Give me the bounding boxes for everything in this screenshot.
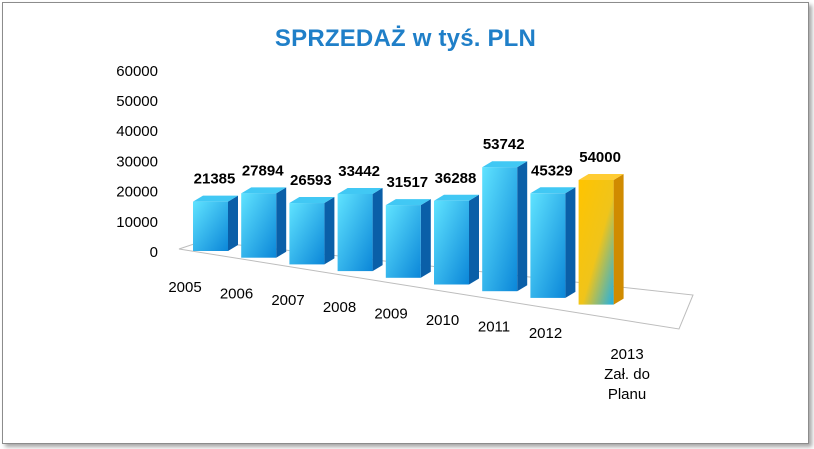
y-tick-label: 20000	[116, 184, 158, 201]
data-label: 54000	[579, 149, 621, 166]
y-tick-label: 0	[150, 244, 158, 261]
bar-front	[289, 203, 325, 265]
chart-frame: SPRZEDAŻ w tyś. PLN 0 10000 20000 30000 4000…	[2, 2, 809, 444]
bar	[241, 187, 287, 258]
bar-side	[372, 187, 383, 272]
category-label: 2012	[529, 325, 562, 342]
bar-front	[482, 167, 518, 292]
category-label: 2008	[323, 299, 356, 316]
bar-side	[613, 174, 624, 305]
bar-side	[276, 187, 287, 258]
bar-side	[517, 161, 528, 292]
bar-front	[337, 193, 373, 272]
bar	[482, 161, 528, 292]
bar-top	[193, 195, 238, 202]
bar-side	[324, 197, 335, 265]
bar	[289, 197, 335, 265]
y-tick-label: 50000	[116, 93, 158, 110]
y-tick-label: 60000	[116, 63, 158, 80]
bar-chart: 0 10000 20000 30000 40000 50000 60000 2005 2006…	[116, 63, 694, 403]
bar-top	[337, 187, 383, 194]
bar-side	[565, 187, 576, 298]
bar-top	[434, 194, 479, 201]
y-axis: 0 10000 20000 30000 40000 50000 60000	[116, 63, 158, 261]
x-axis: 2005 2006 2007 2008 2009 2010 2011 2012 2013 Zał.…	[168, 279, 650, 403]
bar-front	[193, 201, 228, 251]
bar-top	[289, 197, 335, 204]
bar-side	[469, 194, 479, 285]
bar	[434, 194, 479, 285]
data-label: 27894	[242, 162, 284, 179]
bar-front	[530, 193, 566, 298]
category-label: 2011	[478, 319, 510, 336]
data-label: 45329	[531, 162, 573, 179]
bar-front	[385, 205, 421, 278]
bar	[385, 199, 431, 278]
data-label: 21385	[194, 171, 236, 188]
category-label: 2007	[271, 292, 304, 309]
data-label: 33442	[338, 163, 380, 180]
bar	[578, 174, 624, 305]
bar-side	[420, 199, 431, 278]
category-label: 2013 Zał. do Planu	[604, 346, 650, 403]
bars	[193, 161, 624, 305]
bar	[530, 187, 576, 298]
y-tick-label: 10000	[116, 214, 158, 231]
data-label: 36288	[435, 170, 477, 187]
bar-side	[228, 195, 238, 251]
bar	[337, 187, 383, 272]
bar-top	[385, 199, 431, 206]
y-tick-label: 40000	[116, 123, 158, 140]
y-tick-label: 30000	[116, 153, 158, 170]
category-label: 2010	[426, 312, 459, 329]
bar-top	[241, 187, 287, 194]
data-label: 53742	[483, 136, 525, 153]
bar-top	[482, 161, 528, 168]
chart-title: SPRZEDAŻ w tyś. PLN	[274, 25, 537, 52]
bar	[193, 195, 238, 251]
category-label: 2005	[168, 279, 201, 296]
data-labels: 21385 27894 26593 33442 31517 36288 53742 45329…	[194, 136, 621, 191]
bar-front	[434, 200, 469, 285]
bar-front	[578, 180, 614, 305]
category-label: 2006	[220, 286, 253, 303]
category-label: 2009	[374, 305, 407, 322]
bar-front	[241, 193, 277, 258]
bar-top	[578, 174, 624, 181]
data-label: 31517	[386, 174, 428, 191]
bar-top	[530, 187, 576, 194]
data-label: 26593	[290, 172, 332, 189]
